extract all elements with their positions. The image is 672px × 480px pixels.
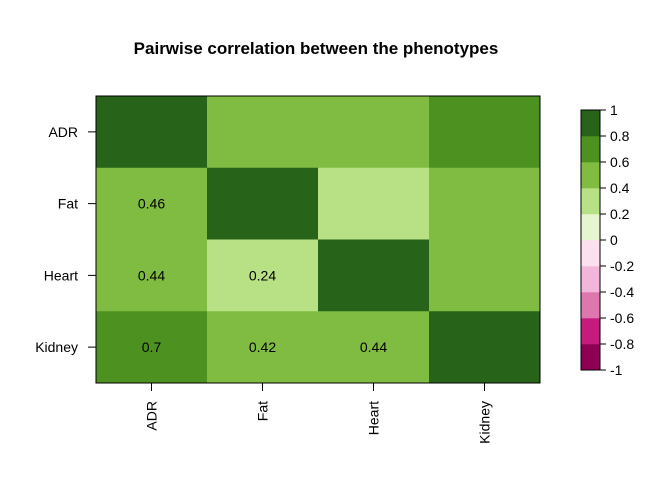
- column-axis: ADR Fat Heart Kidney: [144, 383, 493, 444]
- legend-swatch: [581, 240, 600, 267]
- cell-value-label: 0.46: [138, 196, 165, 212]
- legend-tick-label: 0.2: [610, 206, 630, 222]
- row-axis: ADR Fat Heart Kidney: [35, 124, 96, 355]
- heatmap-cell-kidney-kidney: [429, 311, 541, 384]
- legend-tick-label: 1: [610, 102, 618, 118]
- cell-value-label: 0.42: [249, 339, 276, 355]
- row-tick-label: Kidney: [35, 339, 78, 355]
- column-tick-label: Fat: [255, 401, 271, 421]
- cell-value-label: 0.7: [142, 339, 162, 355]
- legend-swatch: [581, 110, 600, 137]
- legend-swatch: [581, 292, 600, 319]
- legend-tick-label: -1: [610, 362, 623, 378]
- column-tick-label: Heart: [366, 401, 382, 435]
- legend-tick-label: 0: [610, 232, 618, 248]
- heatmap-cell-fat-kidney: [429, 167, 541, 240]
- heatmap-cell-heart-kidney: [429, 239, 541, 312]
- legend-swatch: [581, 162, 600, 189]
- heatmap-cell-fat-adr: [96, 167, 208, 240]
- color-legend: -1 -0.8 -0.6 -0.4 -0.2 0 0.2 0.4 0.6 0.8 1: [580, 102, 634, 378]
- row-tick-label: ADR: [48, 124, 78, 140]
- row-tick-label: Fat: [58, 196, 78, 212]
- heatmap-cells: 0.46 0.44 0.24 0.7 0.42 0.44: [96, 96, 541, 384]
- cell-value-label: 0.44: [138, 267, 165, 283]
- heatmap-cell-heart-adr: [96, 239, 208, 312]
- legend-swatch: [581, 188, 600, 215]
- legend-swatch: [581, 318, 600, 345]
- heatmap-cell-heart-heart: [318, 239, 430, 312]
- legend-tick-label: 0.8: [610, 128, 630, 144]
- legend-tick-label: -0.2: [610, 258, 634, 274]
- heatmap-cell-kidney-heart: [318, 311, 430, 384]
- heatmap-cell-adr-fat: [207, 96, 319, 169]
- column-tick-label: Kidney: [477, 401, 493, 444]
- cell-value-label: 0.44: [360, 339, 387, 355]
- heatmap-cell-adr-heart: [318, 96, 430, 169]
- plot-frame: [95, 95, 541, 384]
- legend-swatch: [581, 214, 600, 241]
- heatmap-cell-kidney-adr: [96, 311, 208, 384]
- heatmap-cell-fat-heart: [318, 167, 430, 240]
- legend-tick-label: 0.4: [610, 180, 630, 196]
- legend-tick-label: -0.8: [610, 336, 634, 352]
- column-tick-label: ADR: [144, 401, 160, 431]
- legend-swatch: [581, 136, 600, 163]
- heatmap-cell-adr-adr: [96, 96, 208, 169]
- legend-swatch: [581, 266, 600, 293]
- row-tick-label: Heart: [44, 267, 78, 283]
- legend-tick-label: -0.6: [610, 310, 634, 326]
- heatmap-cell-kidney-fat: [207, 311, 319, 384]
- legend-tick-label: -0.4: [610, 284, 634, 300]
- heatmap-cell-adr-kidney: [429, 96, 541, 169]
- heatmap-cell-fat-fat: [207, 167, 319, 240]
- legend-swatch: [581, 344, 600, 371]
- cell-value-label: 0.24: [249, 267, 276, 283]
- legend-tick-label: 0.6: [610, 154, 630, 170]
- chart-title: Pairwise correlation between the phenoty…: [134, 39, 499, 58]
- heatmap-cell-heart-fat: [207, 239, 319, 312]
